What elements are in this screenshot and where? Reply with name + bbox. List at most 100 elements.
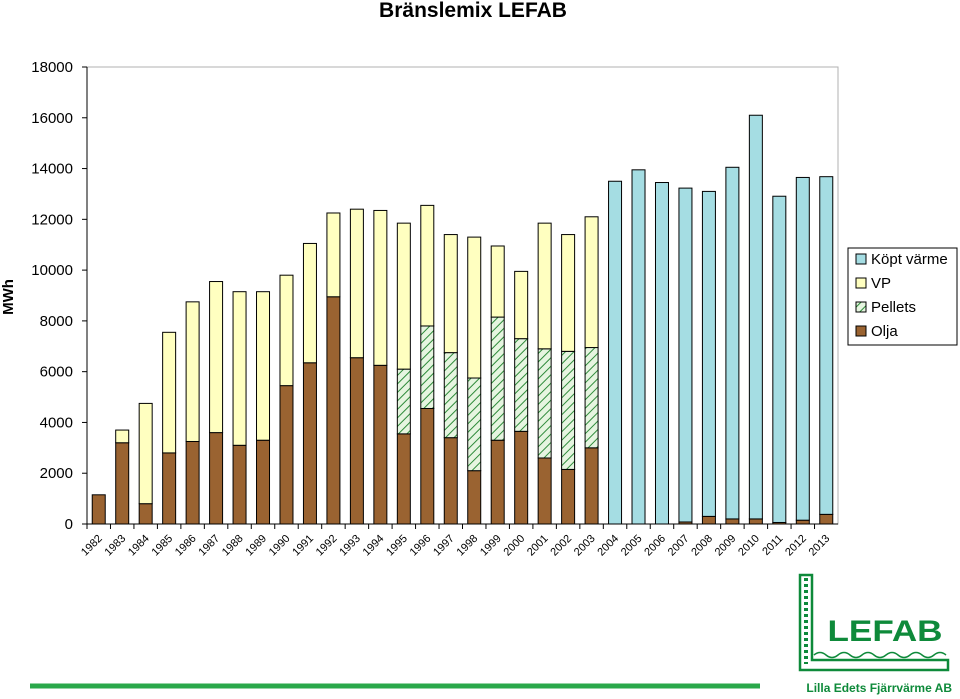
y-tick-label: 8000 [40,313,73,330]
bar-segment [373,209,388,366]
x-tick-label: 2006 [642,533,668,559]
x-tick-label: 1991 [290,533,316,559]
bar-segment [537,222,552,350]
y-axis-label: MWh [0,279,17,315]
y-tick-label: 2000 [40,465,73,482]
legend-label: VP [871,275,891,292]
bar-segment [279,385,294,525]
bar-segment [232,291,247,446]
bar-segment [514,338,529,432]
bar-segment [467,470,482,525]
bar-segment [349,357,364,525]
bar-segment [631,169,646,525]
x-axis: 1982198319841985198619871988198919901991… [79,524,832,558]
bar-segment [467,236,482,379]
logo-subtitle: Lilla Edets Fjärrvärme AB [806,681,952,695]
bar-segment [256,291,271,441]
bar-segment [561,234,576,352]
bar-segment [349,208,364,359]
bar-segment [819,176,834,515]
bar-segment [396,433,411,525]
legend-label: Pellets [871,299,916,316]
x-tick-label: 2010 [736,533,762,559]
x-tick-label: 1990 [267,533,293,559]
bar-segment [795,176,810,521]
logo-wave [813,651,947,659]
bar-segment [467,377,482,472]
bar-segment [138,503,153,525]
bar-segment [725,166,740,520]
bar-segment [209,281,224,434]
bar-segment [443,437,458,525]
y-tick-label: 16000 [31,110,73,127]
x-tick-label: 1997 [431,533,457,559]
x-tick-label: 1989 [243,533,269,559]
bar-segment [185,440,200,525]
x-tick-label: 1986 [173,533,199,559]
x-tick-label: 1988 [220,533,246,559]
bar-segment [396,222,411,370]
bar-segment [443,352,458,439]
y-axis: 0 2000 4000 6000 8000 10000 12000 14000 16000 180… [31,59,87,533]
bar-segment [490,245,505,318]
x-tick-label: 2012 [783,533,809,559]
bar-segment [326,212,341,298]
bar-segment [772,195,787,523]
bar-segment [584,347,599,449]
logo-name: LEFAB [828,615,943,648]
x-tick-label: 2003 [572,533,598,559]
bar-segment [584,447,599,525]
legend-swatch [855,253,867,265]
bar-segment [115,429,130,444]
x-tick-label: 1998 [455,533,481,559]
bar-segment [162,331,177,454]
bar-segment [279,274,294,387]
x-tick-label: 2011 [760,533,785,558]
logo-frame [798,573,950,672]
legend-label: Olja [871,323,898,340]
legend-swatch [855,325,867,337]
bar-segment [537,348,552,459]
bar-segment [138,402,153,505]
x-tick-label: 2008 [689,533,715,559]
bar-segment [326,296,341,525]
bar-segment [608,180,623,525]
x-tick-label: 1993 [337,533,363,559]
bar-segment [725,518,740,525]
bar-segment [748,518,763,525]
legend-swatch [855,277,867,289]
bar-segment [678,187,693,523]
y-tick-label: 6000 [40,364,73,381]
y-tick-label: 12000 [31,211,73,228]
x-tick-label: 1996 [408,533,434,559]
bar-segment [396,368,411,435]
bar-segment [584,216,599,349]
x-tick-label: 2007 [666,533,692,559]
x-tick-label: 1995 [384,533,410,559]
bar-segment [420,204,435,327]
x-tick-label: 2000 [501,533,527,559]
bar-segment [420,407,435,525]
lefab-logo: LEFAB Lilla Edets Fjärrvärme AB [798,573,952,695]
bar-segment [795,519,810,525]
x-tick-label: 1994 [361,533,387,559]
bar-segment [514,430,529,525]
x-tick-label: 2004 [595,533,621,559]
bar-segment [209,432,224,525]
legend-swatch [855,301,867,313]
legend: Köpt värme VP Pellets Olja [847,247,958,346]
bar-segment [490,316,505,441]
bar-segment [162,452,177,525]
bar-segment [185,301,200,442]
x-tick-label: 1999 [478,533,504,559]
bar-segment [443,234,458,354]
x-tick-label: 1992 [314,533,340,559]
bar-segment [115,442,130,525]
x-tick-label: 1987 [196,533,222,559]
bar-segment [490,439,505,525]
bar-segment [561,350,576,470]
y-tick-label: 14000 [31,161,73,178]
x-tick-label: 2002 [548,533,574,559]
x-tick-label: 1984 [126,533,152,559]
